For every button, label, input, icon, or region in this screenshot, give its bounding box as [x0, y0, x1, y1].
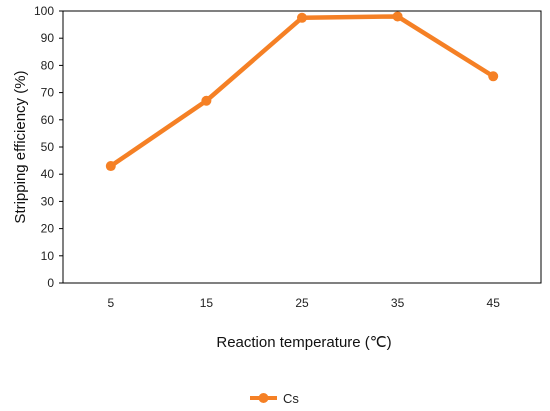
y-tick-label: 30	[41, 194, 55, 208]
x-tick-label: 35	[391, 296, 405, 310]
data-point	[488, 71, 499, 82]
data-point	[297, 12, 307, 23]
series-layer	[105, 11, 499, 172]
y-tick-label: 90	[41, 31, 55, 45]
x-axis-ticks: 5 15 25 35 45	[107, 296, 500, 310]
x-axis-title: Reaction temperature (℃)	[216, 334, 391, 351]
y-tick-label: 40	[41, 167, 55, 181]
data-point	[392, 11, 403, 22]
x-tick-label: 15	[200, 296, 214, 310]
y-tick-label: 100	[34, 4, 54, 18]
legend: Cs	[250, 391, 299, 406]
data-point	[201, 95, 212, 106]
legend-point-marker	[258, 393, 269, 403]
y-tick-label: 0	[47, 276, 54, 290]
y-axis-title: Stripping efficiency (%)	[12, 70, 29, 223]
x-tick-label: 45	[487, 296, 501, 310]
y-tick-label: 50	[41, 140, 55, 154]
data-point	[105, 161, 116, 172]
y-tick-label: 70	[41, 86, 55, 100]
x-tick-label: 25	[295, 296, 309, 310]
y-tick-label: 10	[41, 249, 55, 263]
y-axis-ticks: 0 10 20 30 40 50 60 70 80 90 100	[34, 4, 63, 290]
y-tick-label: 80	[41, 58, 55, 72]
series-line-cs	[108, 14, 496, 169]
y-tick-label: 60	[41, 113, 55, 127]
y-tick-label: 20	[41, 222, 55, 236]
legend-label: Cs	[283, 391, 299, 406]
x-tick-label: 5	[107, 296, 114, 310]
